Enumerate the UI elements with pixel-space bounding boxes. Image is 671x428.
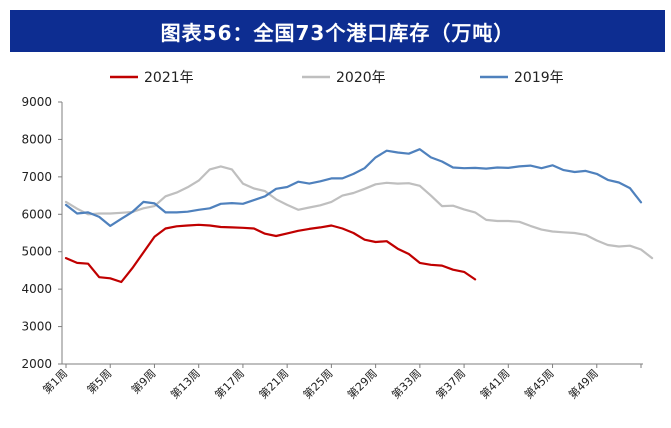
y-tick-label: 4000 (21, 282, 52, 296)
series-line-1 (64, 165, 654, 260)
y-axis-ticks: 2000 3000 4000 5000 6000 7000 8000 9000 (21, 95, 62, 371)
series-line-0 (64, 223, 477, 284)
legend-label-2: 2019年 (514, 70, 564, 86)
y-tick-label: 8000 (21, 132, 52, 146)
x-tick-label: 第5周 (84, 366, 114, 396)
x-tick-label: 第49周 (566, 366, 601, 401)
x-tick-label: 第41周 (477, 366, 512, 401)
x-tick-label: 第21周 (256, 366, 291, 401)
x-tick-label: 第33周 (389, 366, 424, 401)
x-tick-label: 第37周 (433, 366, 468, 401)
x-tick-label: 第45周 (521, 366, 556, 401)
x-tick-label: 第29周 (344, 366, 379, 401)
legend-label-1: 2020年 (336, 70, 386, 86)
chart-title: 图表56：全国73个港口库存（万吨） (10, 10, 665, 52)
y-tick-label: 3000 (21, 320, 52, 334)
x-tick-label: 第9周 (128, 366, 158, 396)
y-tick-label: 5000 (21, 245, 52, 259)
chart-lines (64, 148, 654, 284)
x-tick-label: 第25周 (300, 366, 335, 401)
chart-axes (61, 102, 643, 365)
legend-label-0: 2021年 (144, 70, 194, 86)
series-line-2 (64, 148, 643, 227)
y-tick-label: 7000 (21, 170, 52, 184)
x-tick-label: 第13周 (167, 366, 202, 401)
x-axis-ticks: 第1周 第5周 第9周 第13周 第17周 第21周 第25周 第29周 第33周 第37周 第41… (40, 364, 642, 402)
legend: 2021年 2020年 2019年 (110, 70, 564, 86)
y-tick-label: 6000 (21, 207, 52, 221)
y-tick-label: 9000 (21, 95, 52, 109)
y-tick-label: 2000 (21, 357, 52, 371)
x-tick-label: 第17周 (212, 366, 247, 401)
